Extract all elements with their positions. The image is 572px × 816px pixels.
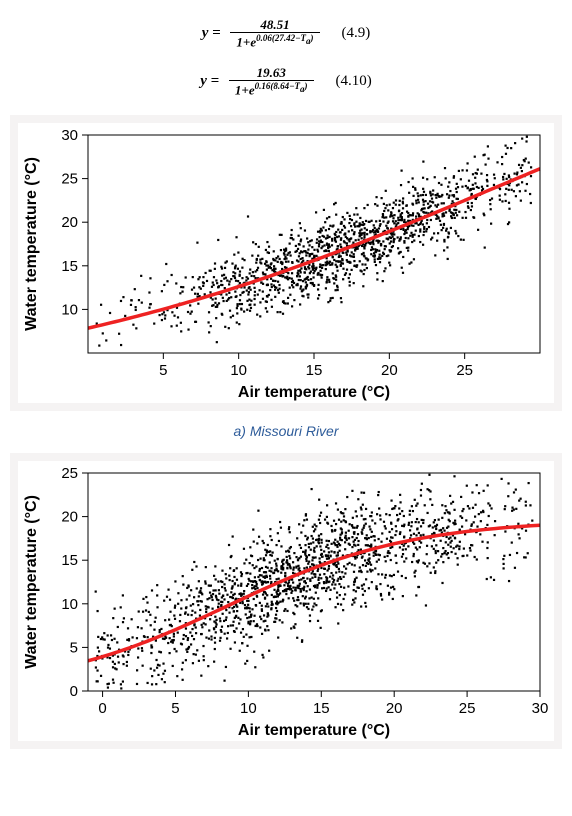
svg-text:0: 0: [70, 683, 78, 700]
svg-text:5: 5: [70, 639, 78, 656]
svg-text:20: 20: [61, 214, 78, 231]
svg-text:5: 5: [171, 700, 179, 717]
svg-text:10: 10: [61, 301, 78, 318]
equation-body: y = 19.63 1+e0.16(8.64−Ta): [200, 66, 313, 96]
svg-text:20: 20: [381, 362, 398, 379]
svg-text:Air temperature (°C): Air temperature (°C): [238, 384, 390, 401]
svg-text:Water temperature (°C): Water temperature (°C): [23, 495, 40, 669]
eq-fraction: 19.63 1+e0.16(8.64−Ta): [229, 66, 314, 96]
svg-text:25: 25: [61, 170, 78, 187]
svg-text:15: 15: [61, 552, 78, 569]
svg-text:0: 0: [98, 700, 106, 717]
eq-numerator: 19.63: [229, 66, 314, 81]
svg-text:20: 20: [61, 508, 78, 525]
eq-numerator: 48.51: [230, 18, 319, 33]
eq-denominator: 1+e0.16(8.64−Ta): [229, 81, 314, 96]
svg-text:Water temperature (°C): Water temperature (°C): [23, 157, 40, 331]
eq-lhs: y =: [202, 25, 221, 41]
chart-panel-b: 0 5 10 15 20 25 30 0 5 10 15 20 25 Air temperature (°…: [10, 453, 562, 749]
chart-b-svg: 0 5 10 15 20 25 30 0 5 10 15 20 25 Air temperature (°…: [18, 461, 554, 741]
svg-text:30: 30: [532, 700, 549, 717]
svg-text:10: 10: [61, 595, 78, 612]
svg-text:25: 25: [459, 700, 476, 717]
chart-a-svg: 5 10 15 20 25 10 15 20 25 30 Air temperature (°C) W…: [18, 123, 554, 403]
svg-text:15: 15: [306, 362, 323, 379]
equation-4-9: y = 48.51 1+e0.06(27.42−Ta) (4.9): [10, 18, 562, 48]
svg-text:Air temperature (°C): Air temperature (°C): [238, 722, 390, 739]
svg-text:25: 25: [456, 362, 473, 379]
equation-4-10: y = 19.63 1+e0.16(8.64−Ta) (4.10): [10, 66, 562, 96]
eq-label: (4.10): [336, 73, 372, 90]
eq-label: (4.9): [342, 25, 371, 42]
svg-text:15: 15: [313, 700, 330, 717]
eq-lhs: y =: [200, 73, 219, 89]
eq-denominator: 1+e0.06(27.42−Ta): [230, 33, 319, 48]
caption-a: a) Missouri River: [10, 423, 562, 439]
svg-text:15: 15: [61, 257, 78, 274]
svg-text:20: 20: [386, 700, 403, 717]
eq-fraction: 48.51 1+e0.06(27.42−Ta): [230, 18, 319, 48]
equation-body: y = 48.51 1+e0.06(27.42−Ta): [202, 18, 320, 48]
chart-panel-a: 5 10 15 20 25 10 15 20 25 30 Air temperature (°C) W…: [10, 115, 562, 411]
svg-text:10: 10: [230, 362, 247, 379]
svg-text:10: 10: [240, 700, 257, 717]
svg-text:30: 30: [61, 127, 78, 144]
svg-text:5: 5: [159, 362, 167, 379]
svg-text:25: 25: [61, 465, 78, 482]
